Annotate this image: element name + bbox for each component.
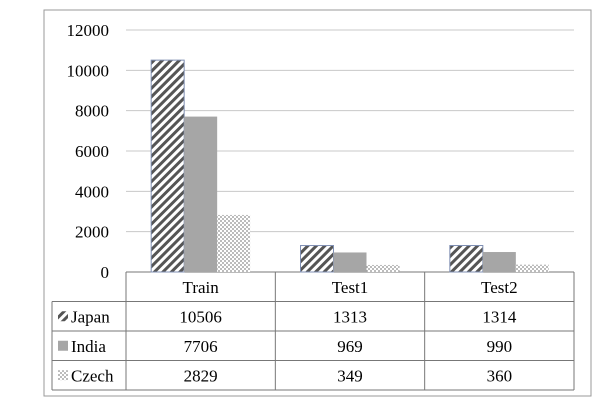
bar-czech-test1 [366,264,400,272]
legend-key-czech [58,370,68,381]
x-category-label: Test2 [481,278,518,297]
y-tick-label: 10000 [67,61,110,80]
bar-india-train [184,116,218,272]
table-value: 7706 [184,337,218,356]
table-value: 2829 [184,366,218,385]
y-tick-label: 8000 [75,102,109,121]
legend-label: Czech [71,366,114,385]
bar-czech-test2 [515,264,549,272]
x-category-label: Train [183,278,220,297]
y-tick-label: 4000 [75,182,109,201]
table-value: 969 [337,337,363,356]
data-table: Train Test1 Test2 Japan 10506 1313 1314 India 77… [51,272,575,391]
y-tick-label: 12000 [67,21,110,40]
bar-japan-test1 [300,245,334,273]
legend-label: Japan [71,307,110,326]
table-value: 10506 [179,307,222,326]
legend-label: India [71,337,106,356]
y-tick-label: 6000 [75,142,109,161]
table-value: 1314 [482,307,517,326]
table-value: 349 [337,366,363,385]
bar-japan-train [150,59,185,273]
table-value: 990 [487,337,513,356]
table-value: 360 [487,366,513,385]
bar-japan-test2 [449,245,484,273]
y-axis-ticks: 0 2000 4000 6000 8000 10000 12000 [67,21,110,282]
bar-czech-train [217,214,251,272]
bar-india-test2 [482,252,516,272]
legend-key-japan [58,311,68,322]
chart-frame [43,9,592,397]
bars [150,59,549,273]
bar-india-test1 [333,252,367,272]
y-tick-label: 2000 [75,223,109,242]
legend-key-india [58,340,68,351]
y-tick-label: 0 [101,263,110,282]
x-category-label: Test1 [332,278,369,297]
table-value: 1313 [333,307,367,326]
